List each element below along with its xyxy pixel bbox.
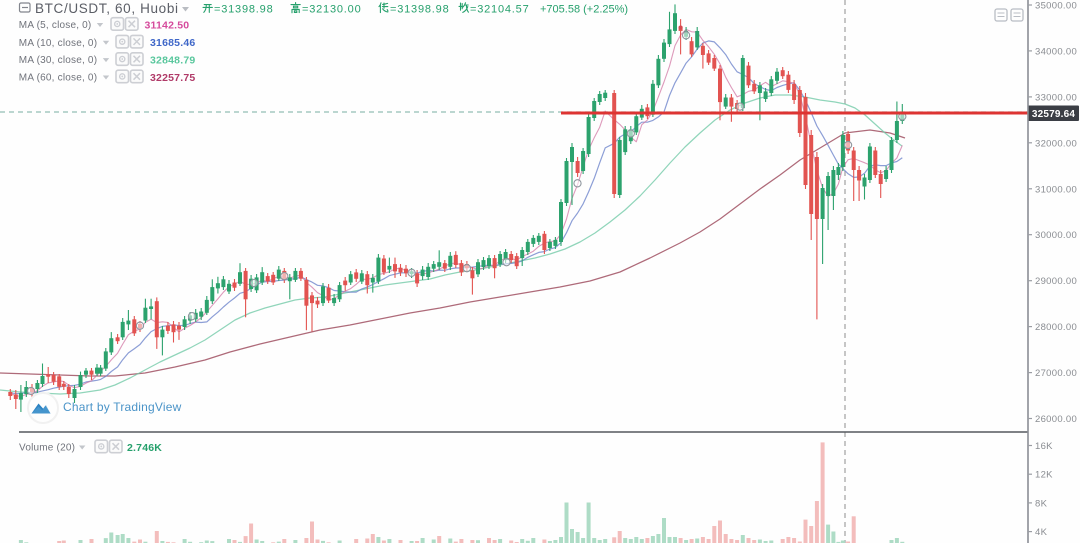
svg-text:MA (10, close, 0): MA (10, close, 0) — [19, 38, 97, 49]
svg-text:30000.00: 30000.00 — [1035, 230, 1077, 241]
svg-text:=32130.00: =32130.00 — [302, 4, 362, 16]
svg-text:MA (30, close, 0): MA (30, close, 0) — [19, 55, 97, 66]
svg-text:12K: 12K — [1035, 470, 1053, 481]
svg-text:=32104.57: =32104.57 — [470, 4, 530, 16]
svg-text:16K: 16K — [1035, 441, 1053, 452]
svg-text:MA (5, close, 0): MA (5, close, 0) — [19, 20, 92, 31]
svg-text:28000.00: 28000.00 — [1035, 322, 1077, 333]
svg-text:Volume (20): Volume (20) — [19, 443, 75, 454]
svg-text:2.746K: 2.746K — [127, 442, 162, 454]
svg-text:+705.58 (+2.25%): +705.58 (+2.25%) — [540, 4, 628, 16]
svg-text:31000.00: 31000.00 — [1035, 184, 1077, 195]
svg-text:Chart by TradingView: Chart by TradingView — [63, 400, 182, 414]
svg-text:8K: 8K — [1035, 498, 1048, 509]
svg-text:4K: 4K — [1035, 527, 1048, 538]
svg-text:35000.00: 35000.00 — [1035, 1, 1077, 12]
svg-text:26000.00: 26000.00 — [1035, 414, 1077, 425]
svg-text:34000.00: 34000.00 — [1035, 46, 1077, 57]
svg-text:31685.46: 31685.46 — [150, 37, 195, 49]
svg-text:33000.00: 33000.00 — [1035, 92, 1077, 103]
svg-text:MA (60, close, 0): MA (60, close, 0) — [19, 73, 97, 84]
svg-text:BTC/USDT, 60, Huobi: BTC/USDT, 60, Huobi — [35, 1, 179, 16]
svg-text:29000.00: 29000.00 — [1035, 276, 1077, 287]
svg-text:=31398.98: =31398.98 — [214, 4, 274, 16]
svg-text:27000.00: 27000.00 — [1035, 368, 1077, 379]
svg-text:32257.75: 32257.75 — [150, 72, 195, 84]
svg-text:32000.00: 32000.00 — [1035, 138, 1077, 149]
svg-text:32579.64: 32579.64 — [1032, 109, 1076, 120]
svg-text:=31398.98: =31398.98 — [390, 4, 450, 16]
svg-text:31142.50: 31142.50 — [145, 19, 190, 31]
svg-text:32848.79: 32848.79 — [150, 54, 195, 66]
